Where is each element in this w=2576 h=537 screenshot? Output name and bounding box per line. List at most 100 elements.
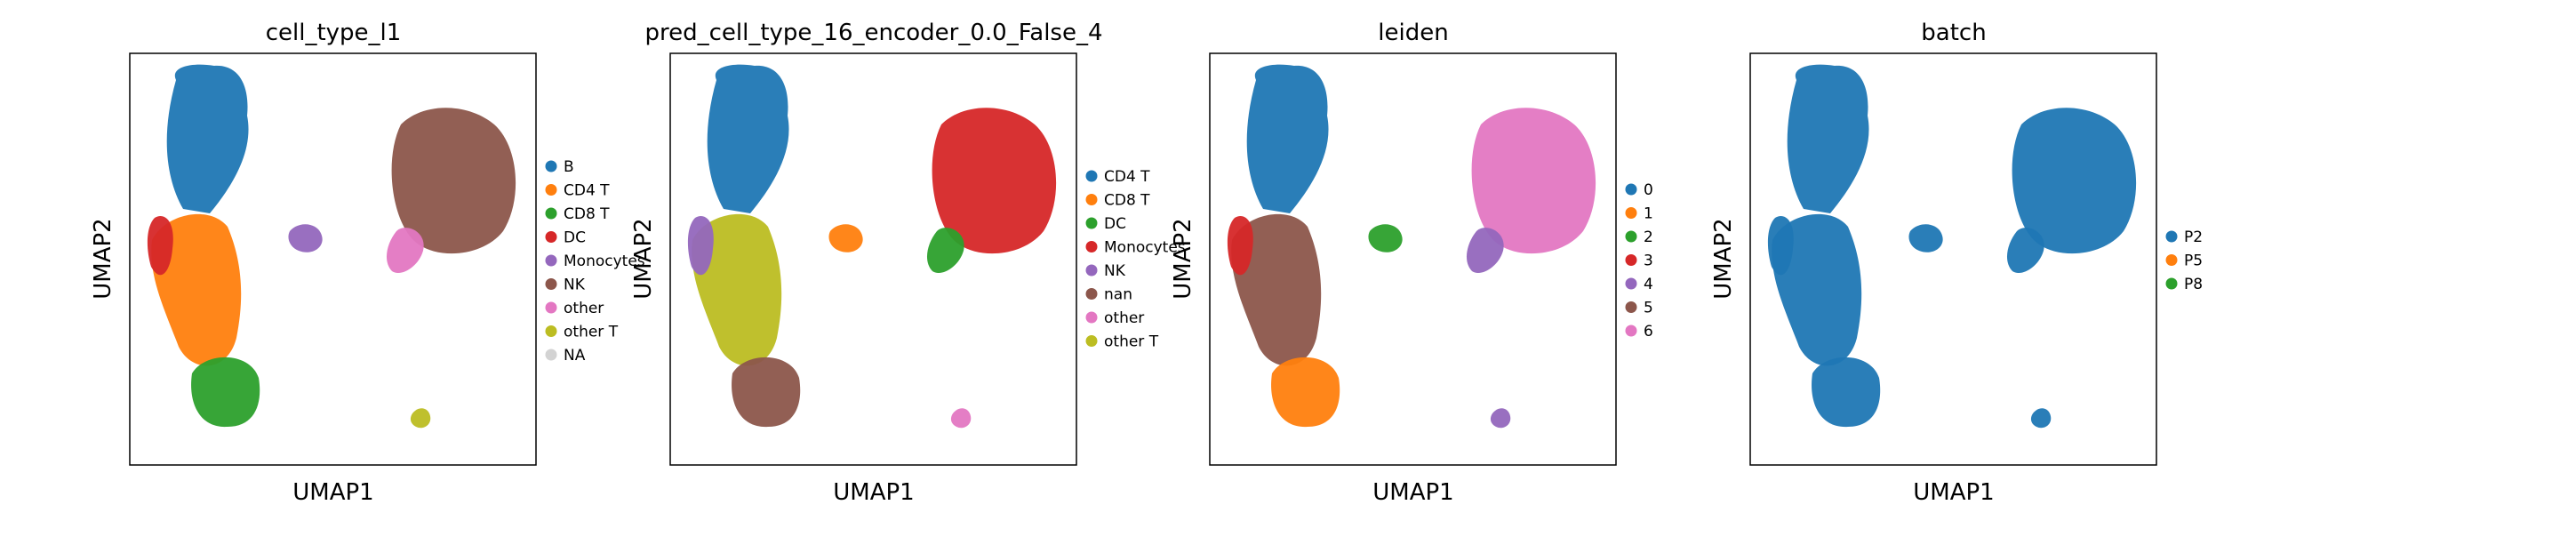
legend-marker <box>1085 217 1098 229</box>
panel-title: pred_cell_type_16_encoder_0.0_False_4 <box>644 20 1102 46</box>
legend-label: nan <box>1104 286 1132 304</box>
cluster-small-cluster <box>1368 224 1403 252</box>
legend-marker <box>545 254 557 267</box>
cluster-tiny-cluster <box>410 408 431 429</box>
cluster-bottom-tip <box>1812 357 1881 428</box>
y-axis-label: UMAP2 <box>90 218 116 299</box>
legend-marker <box>1085 241 1098 252</box>
legend-marker <box>1625 277 1637 290</box>
legend-marker <box>545 207 557 220</box>
legend-label: P8 <box>2184 276 2203 293</box>
legend-marker <box>545 301 557 314</box>
cluster-large-cluster-tail <box>386 228 424 274</box>
panel-cell-type-l1: cell_type_l1 UMAP1 UMAP2 B CD4 T CD8 T DC Mo… <box>90 20 645 506</box>
legend-label: 3 <box>1644 252 1653 270</box>
y-axis-label: UMAP2 <box>1170 218 1196 299</box>
cluster-left-spur <box>147 216 173 276</box>
legend-label: B <box>564 158 574 176</box>
legend-label: CD8 T <box>1104 192 1150 210</box>
legend-marker <box>545 160 557 172</box>
panel-title: batch <box>1921 20 1986 46</box>
legend-marker <box>545 184 557 196</box>
legend-label: CD4 T <box>564 182 610 200</box>
cluster-tiny-cluster <box>2030 408 2052 429</box>
legend-label: 4 <box>1644 276 1653 293</box>
legend-marker <box>545 278 557 290</box>
plot-frame <box>1749 52 2157 466</box>
x-axis-label: UMAP1 <box>292 479 373 506</box>
cluster-large-cluster <box>2012 108 2137 254</box>
cluster-bottom-tip <box>1271 357 1340 428</box>
legend-label: other <box>1104 309 1144 327</box>
legend-marker <box>1085 311 1098 324</box>
plot-frame <box>669 52 1077 466</box>
legend-label: CD4 T <box>1104 168 1150 186</box>
legend-marker <box>1085 288 1098 300</box>
legend-marker <box>2165 254 2178 266</box>
legend-label: 2 <box>1644 228 1653 246</box>
cluster-upper-arm <box>1787 64 1869 213</box>
legend-marker <box>1625 325 1637 337</box>
cluster-large-cluster <box>391 108 516 254</box>
legend-marker <box>1625 254 1637 266</box>
legend-marker <box>2165 277 2178 290</box>
cluster-small-cluster <box>288 224 323 252</box>
legend-marker <box>545 325 557 337</box>
plot-frame <box>129 52 537 466</box>
legend-label: NA <box>564 347 586 365</box>
legend-marker <box>1085 335 1098 347</box>
legend-label: 5 <box>1644 300 1653 317</box>
legend-marker <box>1085 170 1098 182</box>
legend-label: other <box>564 300 604 317</box>
panel-title: cell_type_l1 <box>266 20 402 46</box>
panel-batch: batch UMAP1 UMAP2 P2 P5 P8 <box>1710 20 2203 506</box>
cluster-left-spur <box>1767 216 1794 276</box>
cluster-middle-arm <box>692 213 782 366</box>
x-axis-label: UMAP1 <box>833 479 914 506</box>
legend-label: 6 <box>1644 323 1653 341</box>
legend-label: other T <box>564 324 619 341</box>
legend-label: other T <box>1104 333 1159 351</box>
cluster-upper-arm <box>166 64 249 213</box>
panel-leiden: leiden UMAP1 UMAP2 0 1 2 3 4 5 6 <box>1170 20 1653 506</box>
cluster-large-cluster <box>932 108 1057 254</box>
legend-marker <box>545 231 557 243</box>
legend-label: NK <box>564 277 586 294</box>
cluster-bottom-tip <box>191 357 260 428</box>
legend-label: 0 <box>1644 181 1653 199</box>
legend-label: P2 <box>2184 228 2203 246</box>
y-axis-label: UMAP2 <box>630 218 657 299</box>
legend-marker <box>1085 194 1098 205</box>
cluster-left-spur <box>687 216 714 276</box>
legend-label: DC <box>1104 215 1126 233</box>
legend-label: Monocytes <box>1104 239 1186 257</box>
cluster-bottom-tip <box>732 357 801 428</box>
y-axis-label: UMAP2 <box>1710 218 1737 299</box>
panel-title: leiden <box>1378 20 1448 46</box>
cluster-large-cluster-tail <box>926 228 964 274</box>
legend-marker <box>1625 230 1637 243</box>
legend-label: Monocytes <box>564 252 645 270</box>
cluster-large-cluster-tail <box>2006 228 2044 274</box>
cluster-large-cluster <box>1471 108 1596 254</box>
cluster-middle-arm <box>151 213 242 366</box>
cluster-middle-arm <box>1231 213 1322 366</box>
legend-label: DC <box>564 229 586 247</box>
cluster-upper-arm <box>707 64 789 213</box>
legend-marker <box>1625 301 1637 313</box>
cluster-large-cluster-tail <box>1466 228 1504 274</box>
legend-label: 1 <box>1644 205 1653 223</box>
legend-label: P5 <box>2184 252 2203 270</box>
legend-marker <box>2165 230 2178 243</box>
legend-marker <box>1625 207 1637 219</box>
legend-marker <box>1625 183 1637 196</box>
x-axis-label: UMAP1 <box>1372 479 1453 506</box>
legend-marker <box>1085 264 1098 277</box>
panel-pred-cell-type: pred_cell_type_16_encoder_0.0_False_4 UM… <box>630 20 1186 506</box>
cluster-middle-arm <box>1772 213 1862 366</box>
x-axis-label: UMAP1 <box>1913 479 1994 506</box>
cluster-small-cluster <box>828 224 863 252</box>
legend-label: NK <box>1104 262 1126 280</box>
cluster-small-cluster <box>1908 224 1943 252</box>
